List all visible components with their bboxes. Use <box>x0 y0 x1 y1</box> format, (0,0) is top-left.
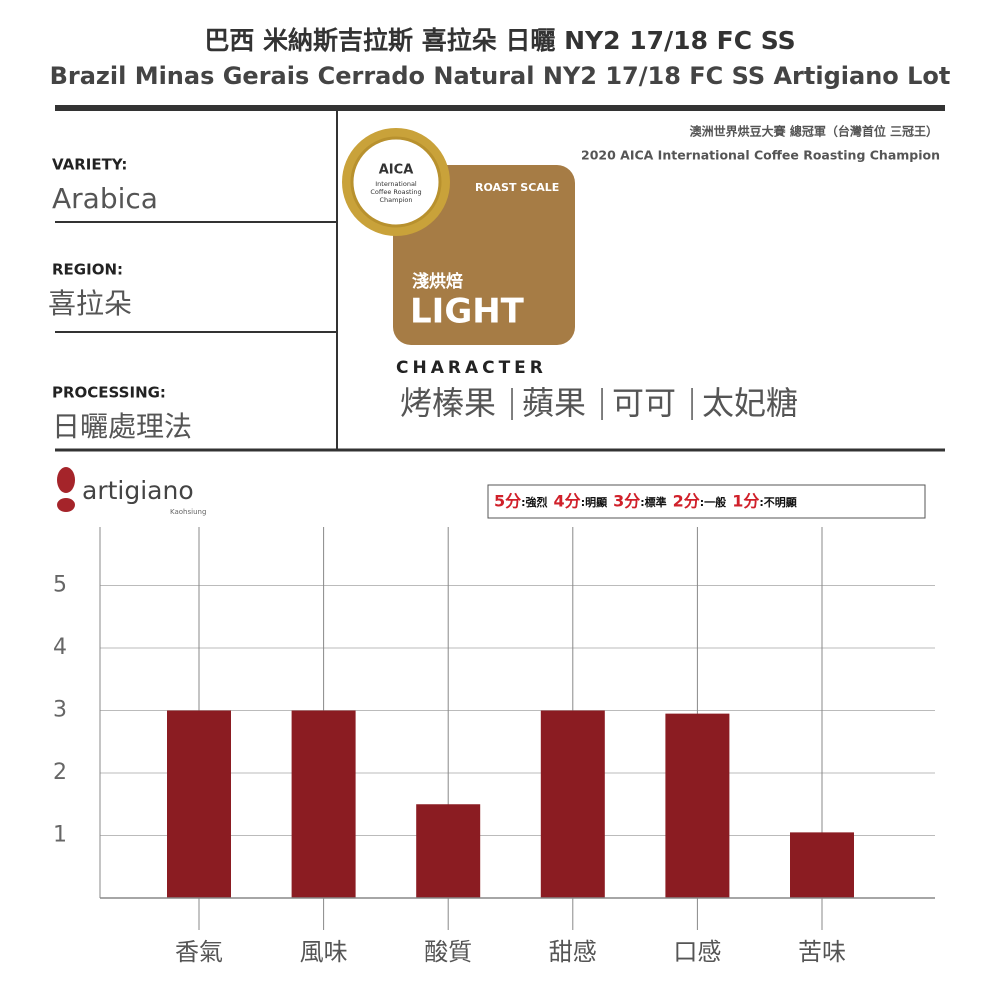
x-tick-label: 香氣 <box>175 938 223 966</box>
badge-text: Coffee Roasting <box>370 188 421 196</box>
legend-box <box>487 484 926 519</box>
legend-desc: :明顯 <box>581 496 607 509</box>
title-en: Brazil Minas Gerais Cerrado Natural NY2 … <box>50 62 951 90</box>
bar <box>416 804 481 898</box>
roast-en: LIGHT <box>410 292 525 332</box>
top-rule <box>55 105 945 111</box>
x-tick-label: 口感 <box>673 938 721 966</box>
legend-score: 3分 <box>613 492 640 511</box>
region-label: REGION: <box>52 261 123 279</box>
bar <box>167 710 231 898</box>
legend-desc: :標準 <box>640 495 666 509</box>
character-label: CHARACTER <box>396 358 547 378</box>
region: 喜拉朵 <box>48 287 132 320</box>
legend-desc: :不明顯 <box>759 496 796 509</box>
legend-desc: :強烈 <box>521 495 547 509</box>
brand-city: Kaohsiung <box>170 508 206 516</box>
processing-label: PROCESSING: <box>52 384 166 402</box>
badge-text: International <box>375 180 417 188</box>
y-tick-label: 3 <box>53 698 67 723</box>
bar <box>540 710 605 898</box>
award-zh: 澳洲世界烘豆大賽 總冠軍（台灣首位 三冠王） <box>690 124 938 139</box>
flavor: 可可 <box>612 384 676 422</box>
bar <box>291 710 356 898</box>
roast-zh: 淺烘焙 <box>412 271 463 292</box>
bar <box>790 832 854 898</box>
legend-score: 2分 <box>673 492 700 511</box>
medal-face <box>350 136 442 228</box>
flavor: 蘋果 <box>522 384 586 422</box>
x-tick-label: 風味 <box>300 938 348 966</box>
y-tick-label: 5 <box>53 573 67 598</box>
variety: Arabica <box>52 182 158 215</box>
processing: 日曬處理法 <box>52 410 192 443</box>
y-tick-label: 1 <box>53 823 67 848</box>
legend-desc: :一般 <box>700 495 726 509</box>
flavor: 烤榛果 <box>400 384 496 422</box>
title-zh: 巴西 米納斯吉拉斯 喜拉朵 日曬 NY2 17/18 FC SS <box>204 26 795 55</box>
award-en: 2020 AICA International Coffee Roasting … <box>581 148 940 163</box>
logo-bean <box>57 467 75 493</box>
variety-label: VARIETY: <box>52 156 127 174</box>
flavor: 太妃糖 <box>702 384 798 422</box>
badge-title: AICA <box>379 163 414 178</box>
legend-score: 4分 <box>554 492 581 511</box>
logo-bean <box>57 498 75 512</box>
x-tick-label: 苦味 <box>798 938 846 966</box>
legend-score: 1分 <box>732 492 759 511</box>
badge-text: Champion <box>379 196 412 204</box>
x-tick-label: 甜感 <box>549 938 597 966</box>
brand-name: artigiano <box>82 476 194 505</box>
x-tick-label: 酸質 <box>424 938 472 966</box>
legend-score: 5分 <box>494 492 521 511</box>
bar <box>665 713 730 898</box>
y-tick-label: 2 <box>53 760 67 785</box>
y-tick-label: 4 <box>53 635 67 660</box>
roast-label: ROAST SCALE <box>475 181 559 194</box>
